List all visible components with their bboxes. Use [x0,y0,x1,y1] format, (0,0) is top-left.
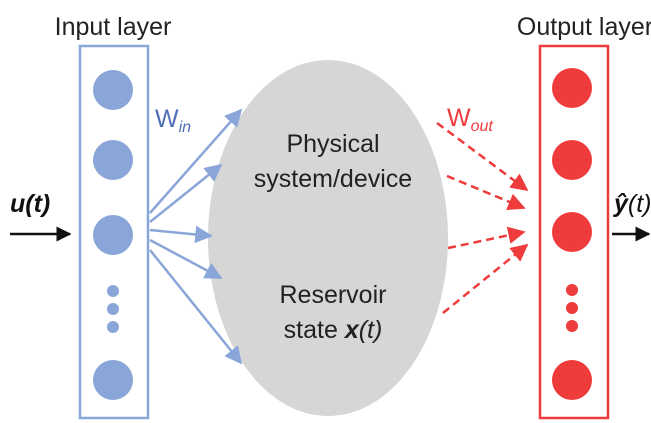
w-out-arrow-1 [436,121,529,192]
output-node-2 [552,140,592,180]
w-out-base: W [447,104,471,132]
reservoir-state-suffix: (t) [359,316,383,344]
reservoir-text-line3: Reservoir [280,281,387,309]
w-out-arrow-2 [446,174,526,211]
reservoir-text-line1: Physical [286,130,379,158]
output-node-last [552,360,592,400]
input-ellipsis-dot-2 [107,303,119,315]
w-in-sub: in [179,119,192,136]
w-out-arrow-3 [447,226,526,250]
input-ellipsis-dot-3 [107,321,119,333]
w-in-base: W [155,105,179,133]
reservoir-text-line2: system/device [254,165,412,193]
input-signal-label: u(t) [10,190,50,218]
output-signal-symbol: ŷ [612,190,629,218]
w-out-label: Wout [447,104,493,135]
w-out-sub: out [471,118,494,135]
w-in-arrow-1 [149,108,243,214]
reservoir-ellipse [208,60,448,416]
input-weight-arrows [149,108,243,365]
input-layer-label: Input layer [55,13,172,41]
output-layer-label: Output layer [517,13,651,41]
w-in-label: Win [155,105,191,136]
output-ellipsis-dot-1 [566,284,578,296]
input-node-1 [93,70,133,110]
output-ellipsis-dot-2 [566,302,578,314]
output-node-1 [552,68,592,108]
w-in-arrow-2 [149,163,223,223]
w-out-arrow-4 [442,243,529,314]
input-ellipsis-dot-1 [107,285,119,297]
output-ellipsis-dot-3 [566,320,578,332]
input-node-last [93,360,133,400]
w-in-arrow-3 [149,225,213,244]
output-node-3 [552,212,592,252]
input-node-2 [93,140,133,180]
reservoir-state-prefix: state [284,316,345,344]
w-in-arrow-4 [149,238,223,280]
output-signal-label: ŷ(t) [612,190,651,218]
reservoir-state-label: state x(t) [284,316,383,344]
output-weight-arrows [436,121,529,314]
output-signal-suffix: (t) [628,190,651,218]
reservoir-state-var: x [343,316,360,344]
w-in-arrow-5 [149,249,243,365]
input-node-3 [93,215,133,255]
